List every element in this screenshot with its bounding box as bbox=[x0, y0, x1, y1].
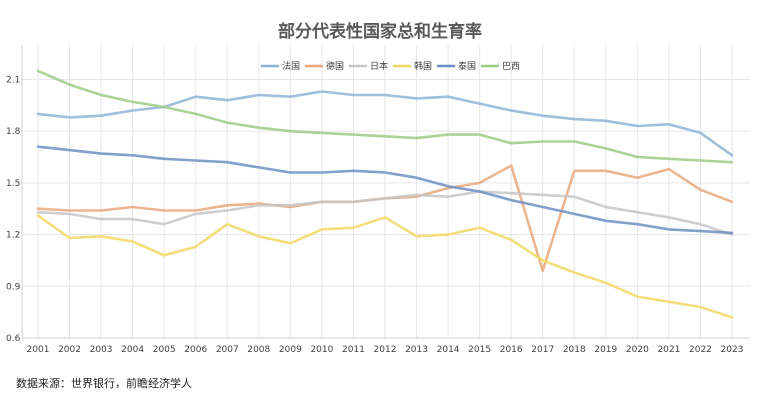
legend-label: 日本 bbox=[370, 60, 388, 72]
y-axis-ticks: 2.1 1.8 1.5 1.2 0.9 0.6 bbox=[6, 75, 21, 344]
legend-label: 巴西 bbox=[502, 61, 520, 72]
chart-title: 部分代表性国家总和生育率 bbox=[278, 21, 482, 42]
series-line-4 bbox=[36, 145, 734, 235]
x-tick-label: 2015 bbox=[468, 345, 491, 355]
grid bbox=[21, 45, 750, 339]
x-tick-label: 2010 bbox=[310, 345, 333, 355]
x-tick-label: 2013 bbox=[405, 345, 428, 355]
x-tick-label: 2002 bbox=[58, 345, 81, 355]
y-tick-label: 2.1 bbox=[6, 75, 20, 85]
x-tick-label: 2008 bbox=[247, 345, 270, 355]
x-tick-label: 2014 bbox=[437, 345, 460, 355]
x-tick-label: 2001 bbox=[27, 345, 50, 355]
x-axis-ticks: 2001 2002 2003 2004 2005 2006 2007 2008 2009 2010… bbox=[27, 345, 744, 355]
series-line-5 bbox=[36, 69, 734, 164]
legend-label: 韩国 bbox=[414, 60, 432, 72]
x-tick-label: 2018 bbox=[563, 345, 586, 355]
x-tick-label: 2005 bbox=[153, 345, 176, 355]
legend-label: 泰国 bbox=[458, 60, 476, 72]
x-tick-label: 2007 bbox=[216, 345, 239, 355]
x-tick-label: 2017 bbox=[531, 345, 554, 355]
y-tick-label: 1.2 bbox=[6, 231, 20, 241]
y-tick-label: 1.8 bbox=[6, 127, 21, 137]
x-tick-label: 2009 bbox=[279, 345, 302, 355]
source-note: 数据来源：世界银行，前瞻经济学人 bbox=[16, 376, 192, 390]
x-tick-label: 2011 bbox=[342, 345, 365, 355]
y-tick-label: 1.5 bbox=[6, 179, 20, 189]
x-tick-label: 2004 bbox=[121, 345, 144, 355]
series-line-2 bbox=[36, 190, 734, 236]
y-tick-label: 0.6 bbox=[6, 334, 21, 344]
series-line-0 bbox=[36, 90, 734, 157]
x-tick-label: 2006 bbox=[184, 345, 207, 355]
x-tick-label: 2023 bbox=[721, 345, 744, 355]
x-tick-label: 2019 bbox=[594, 345, 617, 355]
x-tick-label: 2021 bbox=[657, 345, 680, 355]
legend-label: 法国 bbox=[282, 60, 300, 72]
x-tick-label: 2016 bbox=[500, 345, 523, 355]
x-tick-label: 2022 bbox=[689, 345, 712, 355]
x-tick-label: 2003 bbox=[90, 345, 113, 355]
x-tick-label: 2012 bbox=[374, 345, 397, 355]
legend-label: 德国 bbox=[326, 60, 344, 72]
legend: 法国 德国 日本 韩国 泰国 巴西 bbox=[260, 60, 520, 72]
series-line-3 bbox=[36, 214, 734, 319]
series-lines bbox=[36, 69, 734, 319]
y-tick-label: 0.9 bbox=[6, 282, 21, 292]
x-tick-label: 2020 bbox=[626, 345, 649, 355]
